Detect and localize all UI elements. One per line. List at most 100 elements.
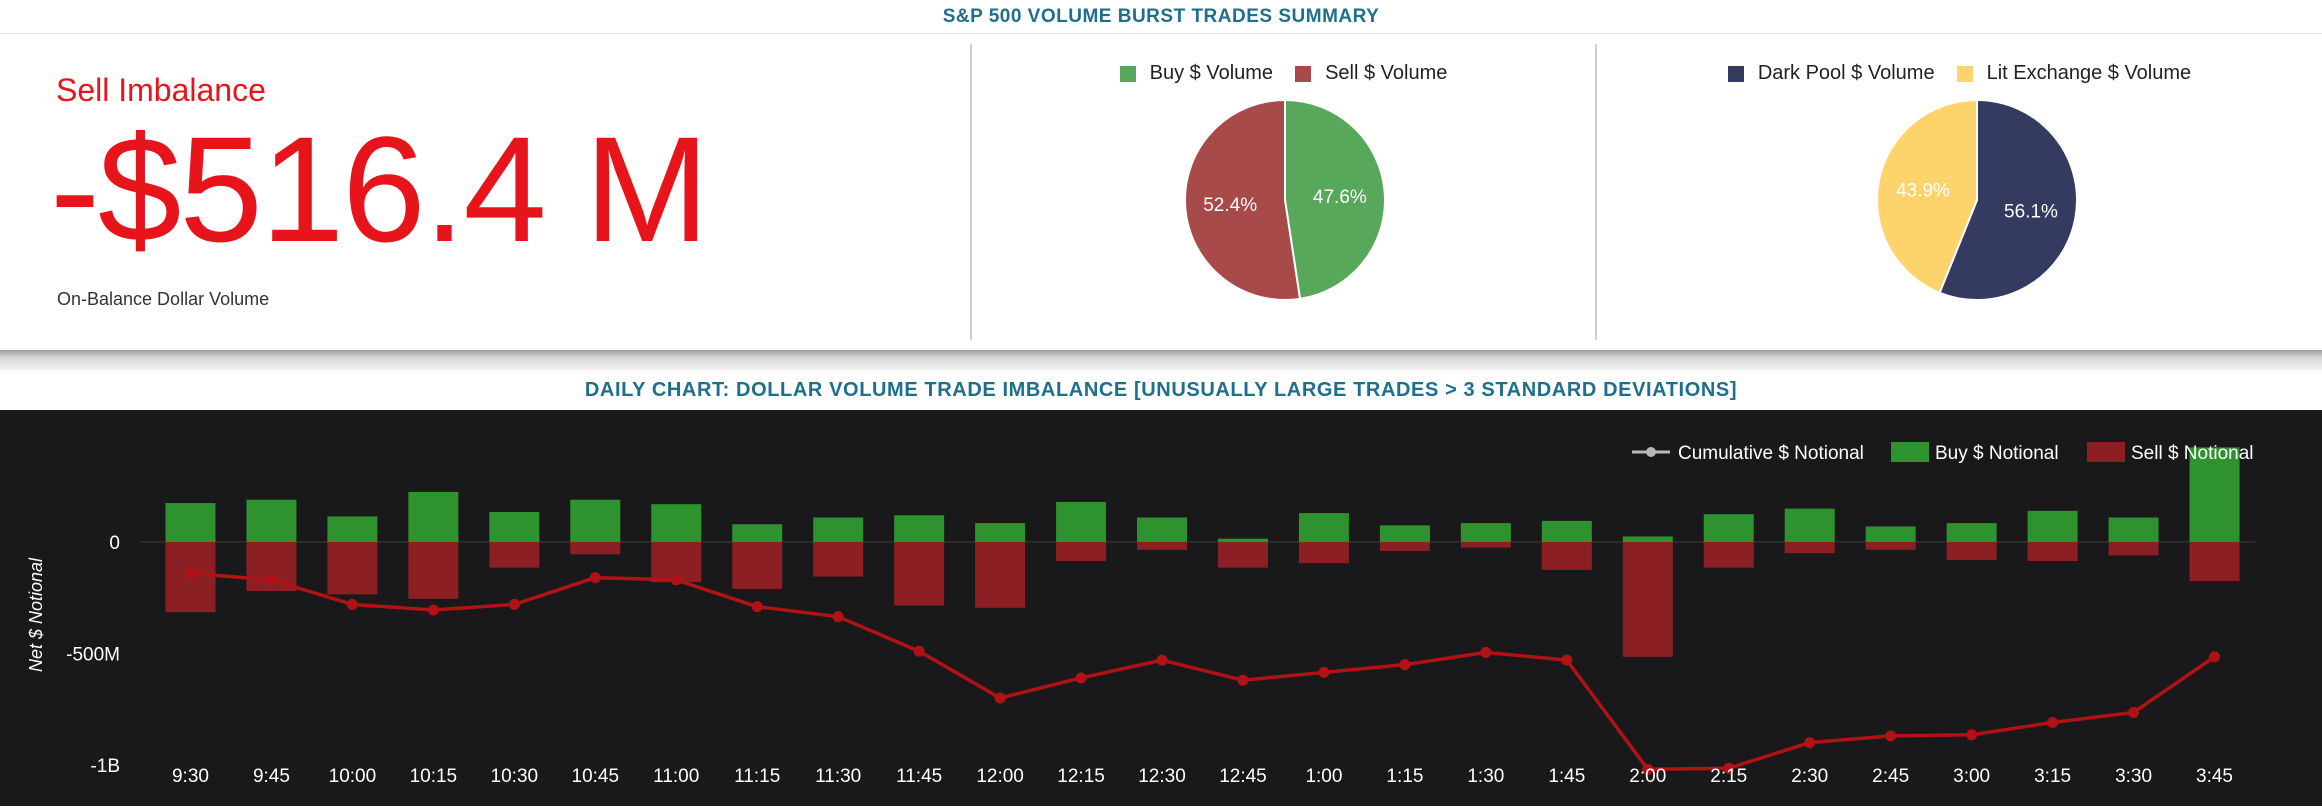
cumulative-point[interactable]: [1966, 729, 1978, 741]
cumulative-point[interactable]: [1804, 737, 1816, 749]
legend-label-cumulative: Cumulative $ Notional: [1678, 443, 1864, 464]
sell-bar[interactable]: [1056, 542, 1107, 561]
sell-bar[interactable]: [732, 542, 783, 589]
cumulative-point[interactable]: [1318, 666, 1330, 678]
x-tick-label: 12:15: [1057, 766, 1105, 787]
cumulative-point[interactable]: [265, 574, 277, 586]
buy-bar[interactable]: [2189, 447, 2240, 543]
buy-bar[interactable]: [165, 503, 216, 543]
cumulative-point[interactable]: [751, 601, 763, 613]
cumulative-point[interactable]: [1561, 654, 1573, 666]
cumulative-point[interactable]: [346, 598, 358, 610]
legend-swatch-sell-notional[interactable]: [2087, 442, 2125, 462]
buy-bar[interactable]: [651, 504, 702, 543]
sell-bar[interactable]: [1379, 542, 1430, 551]
cumulative-point[interactable]: [1723, 762, 1735, 774]
buy-bar[interactable]: [1784, 508, 1835, 543]
x-tick-label: 2:30: [1791, 766, 1828, 787]
sell-bar[interactable]: [1946, 542, 1997, 560]
panel-divider: [970, 44, 972, 340]
cumulative-point[interactable]: [2209, 651, 2221, 663]
sell-bar[interactable]: [408, 542, 459, 599]
buy-bar[interactable]: [1946, 523, 1997, 543]
y-axis-label: Net $ Notional: [26, 557, 46, 672]
buy-bar[interactable]: [489, 511, 540, 543]
venue-slice-label-0: 56.1%: [2004, 201, 2058, 222]
sell-bar[interactable]: [1541, 542, 1592, 570]
cumulative-point[interactable]: [2128, 706, 2140, 718]
legend-swatch-buy-notional[interactable]: [1891, 442, 1929, 462]
buy-bar[interactable]: [2108, 517, 2159, 543]
sell-bar[interactable]: [1298, 542, 1349, 564]
cumulative-point[interactable]: [427, 604, 439, 616]
buy-bar[interactable]: [1703, 514, 1754, 543]
buy-bar[interactable]: [1379, 525, 1430, 543]
venue-slice-0[interactable]: [1938, 98, 2078, 301]
sell-bar[interactable]: [975, 542, 1026, 608]
cumulative-point[interactable]: [994, 692, 1006, 704]
legend-item-sell[interactable]: Sell $ Volume: [1295, 62, 1447, 85]
sell-bar[interactable]: [1784, 542, 1835, 554]
buy-bar[interactable]: [732, 524, 783, 543]
x-tick-label: 1:45: [1548, 766, 1585, 787]
buy-bar[interactable]: [813, 517, 864, 543]
buy-bar[interactable]: [1460, 523, 1511, 543]
legend-label: Buy $ Volume: [1149, 62, 1274, 84]
buy-bar[interactable]: [1622, 536, 1673, 543]
buy-bar[interactable]: [2027, 510, 2078, 543]
buy-bar[interactable]: [570, 499, 621, 543]
cumulative-point[interactable]: [1075, 672, 1087, 684]
x-tick-label: 11:45: [896, 766, 942, 787]
x-tick-label: 12:45: [1219, 766, 1267, 787]
cumulative-point[interactable]: [1237, 674, 1249, 686]
sell-bar[interactable]: [813, 542, 864, 577]
buy-bar[interactable]: [1217, 538, 1268, 543]
buy-sell-slice-1[interactable]: [1184, 98, 1302, 301]
legend-item-buy[interactable]: Buy $ Volume: [1119, 62, 1274, 85]
sell-bar[interactable]: [1703, 542, 1754, 568]
venue-slice-1[interactable]: [1876, 98, 1978, 295]
sell-bar[interactable]: [1137, 542, 1188, 550]
sell-bar[interactable]: [894, 542, 945, 606]
sell-bar[interactable]: [489, 542, 540, 568]
legend-item-lit[interactable]: Lit Exchange $ Volume: [1956, 62, 2191, 85]
buy-bar[interactable]: [1137, 517, 1188, 543]
buy-bar[interactable]: [894, 515, 945, 543]
buy-bar[interactable]: [975, 523, 1026, 543]
buy-bar[interactable]: [327, 516, 378, 543]
buy-bar[interactable]: [1865, 526, 1916, 543]
buy-bar[interactable]: [246, 499, 297, 543]
summary-header: S&P 500 VOLUME BURST TRADES SUMMARY: [0, 0, 2322, 34]
buy-bar[interactable]: [1541, 520, 1592, 543]
sell-bar[interactable]: [327, 542, 378, 595]
cumulative-point[interactable]: [1480, 646, 1492, 658]
panel-divider: [1595, 44, 1597, 340]
cumulative-point[interactable]: [832, 611, 844, 623]
legend-item-dark-pool[interactable]: Dark Pool $ Volume: [1727, 62, 1935, 85]
buy-bar[interactable]: [1298, 513, 1349, 543]
sell-bar[interactable]: [2027, 542, 2078, 561]
buy-bar[interactable]: [1056, 501, 1107, 543]
sell-bar[interactable]: [1217, 542, 1268, 568]
buy-bar[interactable]: [408, 491, 459, 543]
cumulative-point[interactable]: [2047, 717, 2059, 729]
cumulative-point[interactable]: [1399, 659, 1411, 671]
cumulative-point[interactable]: [508, 598, 520, 610]
cumulative-point[interactable]: [589, 572, 601, 584]
buy-sell-slice-0[interactable]: [1284, 98, 1386, 301]
x-tick-label: 9:45: [253, 766, 290, 787]
cumulative-point[interactable]: [1642, 763, 1654, 775]
x-tick-label: 1:30: [1467, 766, 1504, 787]
sell-bar[interactable]: [1460, 542, 1511, 548]
legend-swatch-sell: [1295, 65, 1312, 82]
sell-bar[interactable]: [570, 542, 621, 555]
cumulative-point[interactable]: [184, 567, 196, 579]
sell-bar[interactable]: [1622, 542, 1673, 657]
cumulative-point[interactable]: [1156, 654, 1168, 666]
cumulative-point[interactable]: [913, 645, 925, 657]
sell-bar[interactable]: [2189, 542, 2240, 582]
cumulative-point[interactable]: [1885, 730, 1897, 742]
sell-bar[interactable]: [2108, 542, 2159, 556]
cumulative-point[interactable]: [670, 574, 682, 586]
sell-bar[interactable]: [1865, 542, 1916, 550]
